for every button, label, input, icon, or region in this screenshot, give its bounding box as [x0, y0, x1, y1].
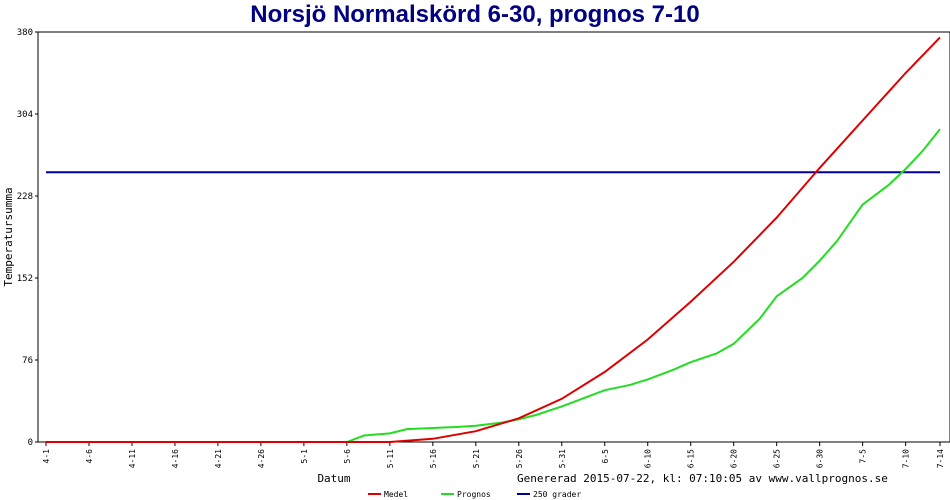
x-tick-label: 4-6: [85, 449, 94, 464]
x-tick-label: 4-16: [171, 449, 180, 468]
x-tick-label: 4-11: [128, 449, 137, 468]
y-tick-label: 152: [17, 274, 33, 284]
series-line-medel: [46, 36, 941, 443]
y-tick-label: 76: [22, 356, 33, 366]
x-axis-ticks: 4-1 4-6 4-11 4-16 4-21 4-26 5-1 5-6 5-11 5-16 5-21…: [42, 442, 945, 468]
x-tick-label: 6-30: [816, 449, 825, 468]
x-tick-label: 7-10: [902, 449, 911, 468]
x-tick-label: 7-5: [859, 449, 868, 464]
x-tick-label: 5-21: [472, 449, 481, 468]
series-line-prognos: [46, 128, 941, 443]
legend: Medel Prognos 250 grader: [368, 490, 581, 499]
footer-generated-text: Genererad 2015-07-22, kl: 07:10:05 av ww…: [517, 472, 888, 485]
x-tick-label: 6-15: [687, 449, 696, 468]
x-axis-label: Datum: [317, 472, 350, 485]
y-axis-label: Temperatursumma: [2, 187, 15, 286]
legend-label-prognos: Prognos: [457, 490, 491, 499]
x-tick-label: 6-5: [601, 449, 610, 464]
plot-frame: [37, 31, 950, 443]
x-tick-label: 6-25: [773, 449, 782, 468]
x-tick-label: 5-6: [343, 449, 352, 464]
x-tick-label: 6-10: [644, 449, 653, 468]
x-tick-label: 5-31: [558, 449, 567, 468]
legend-label-threshold: 250 grader: [533, 490, 581, 499]
y-tick-label: 380: [17, 28, 33, 38]
x-tick-label: 4-1: [42, 449, 51, 464]
x-tick-label: 6-20: [730, 449, 739, 468]
y-axis-ticks: 0 76 152 228 304 380: [17, 28, 38, 448]
y-tick-label: 0: [28, 438, 33, 448]
chart-title: Norsjö Normalskörd 6-30, prognos 7-10: [250, 1, 700, 28]
x-tick-label: 7-14: [936, 449, 945, 468]
x-tick-label: 5-11: [386, 449, 395, 468]
y-tick-label: 304: [17, 110, 33, 120]
x-tick-label: 4-26: [257, 449, 266, 468]
x-tick-label: 5-26: [515, 449, 524, 468]
y-tick-label: 228: [17, 192, 33, 202]
x-tick-label: 4-21: [214, 449, 223, 468]
x-tick-label: 5-1: [300, 449, 309, 464]
legend-label-medel: Medel: [384, 490, 408, 499]
x-tick-label: 5-16: [429, 449, 438, 468]
